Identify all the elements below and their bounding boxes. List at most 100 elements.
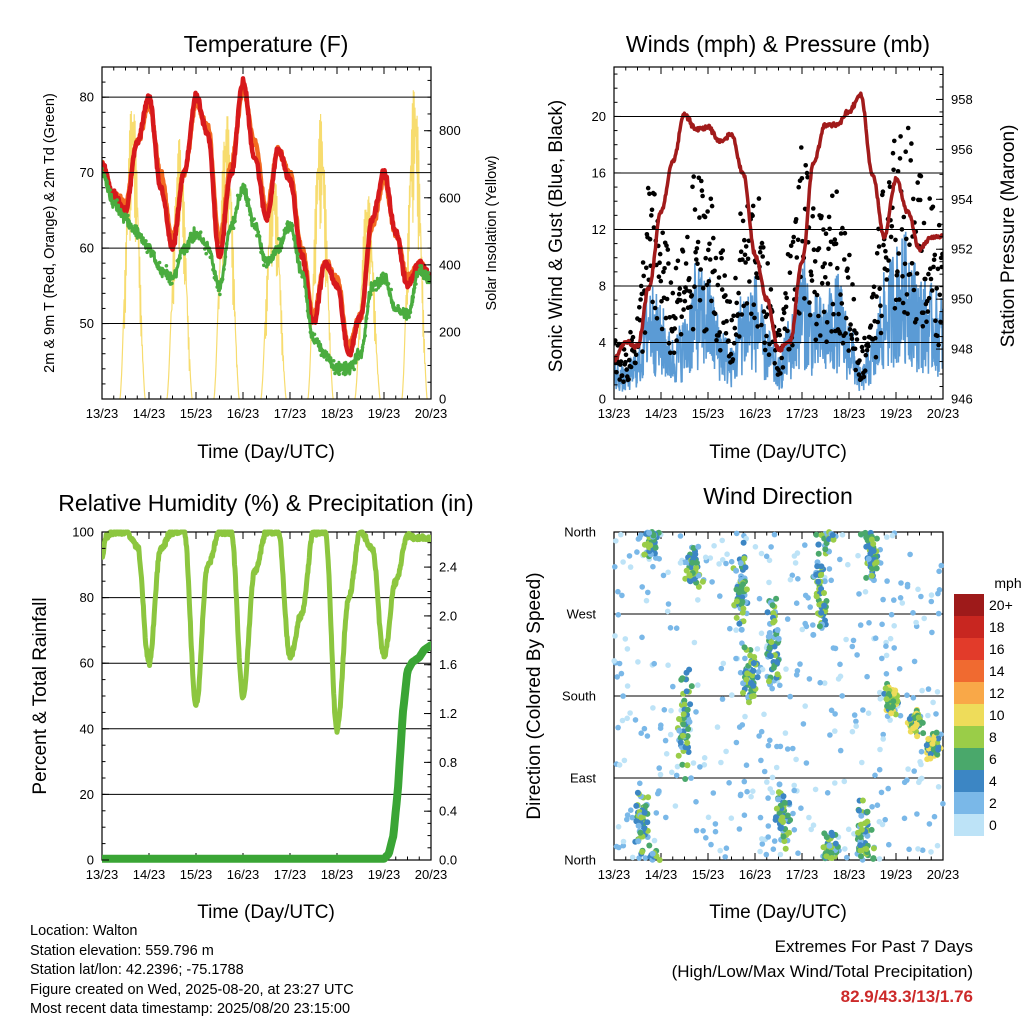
direction-point-cluster-10	[858, 853, 864, 860]
direction-point	[850, 637, 857, 644]
dewpoint-point	[246, 198, 251, 202]
direction-point-cluster-7	[784, 812, 791, 819]
direction-point	[928, 598, 935, 605]
gust-point	[698, 267, 703, 272]
direction-point	[764, 779, 770, 785]
dewpoint-point	[418, 264, 422, 268]
dewpoint-point	[253, 225, 258, 229]
gust-point	[861, 374, 867, 380]
gust-point	[779, 355, 784, 361]
direction-point	[612, 633, 618, 639]
direction-point	[802, 620, 808, 627]
rh-y-tick-label-4: 80	[80, 590, 94, 605]
gust-point	[921, 220, 927, 226]
rh-precip-title: Relative Humidity (%) & Precipitation (i…	[58, 490, 473, 516]
wind-y-tick-label-1: 4	[599, 335, 606, 350]
direction-point-cluster-10	[857, 842, 864, 849]
direction-point	[812, 786, 819, 793]
gust-point	[731, 313, 736, 319]
dewpoint-point	[299, 269, 303, 274]
x-tick-label-6: 19/23	[880, 406, 913, 421]
direction-point	[915, 586, 921, 593]
gust-point	[902, 261, 908, 267]
dewpoint-point	[329, 361, 333, 365]
dewpoint-point	[411, 295, 416, 300]
dewpoint-point	[345, 365, 350, 369]
gust-point	[784, 295, 789, 301]
direction-point-cluster-1	[641, 551, 648, 558]
direction-point-cluster-10	[856, 807, 862, 814]
dewpoint-point	[157, 260, 162, 265]
direction-point-cluster-0	[635, 822, 642, 829]
direction-point	[897, 595, 904, 601]
gust-point	[667, 315, 672, 320]
direction-point	[645, 589, 651, 596]
gust-point	[675, 258, 681, 264]
gust-point	[737, 334, 742, 339]
gust-point	[891, 167, 896, 173]
gust-point	[754, 271, 759, 276]
dewpoint-point	[312, 332, 317, 337]
x-tick-label-1: 14/23	[133, 867, 166, 882]
direction-point	[622, 636, 629, 642]
legend-swatch-1	[954, 616, 984, 638]
direction-point	[921, 615, 927, 622]
gust-point	[871, 291, 876, 297]
direction-point-cluster-8	[813, 571, 820, 578]
direction-point	[616, 844, 622, 851]
dewpoint-point	[323, 352, 328, 357]
gust-point	[624, 367, 629, 372]
direction-point-cluster-4	[733, 598, 740, 605]
legend-swatch-7	[954, 748, 984, 770]
gust-point	[840, 340, 846, 346]
station-info: Location: Walton Station elevation: 559.…	[30, 922, 354, 1020]
dewpoint-point	[109, 197, 114, 202]
dewpoint-point	[396, 304, 400, 308]
gust-point	[833, 241, 839, 247]
solar-y-tick-label-1: 200	[439, 324, 461, 339]
gust-point	[678, 298, 683, 303]
gust-point	[652, 192, 657, 197]
gust-point	[839, 301, 845, 306]
direction-point	[790, 810, 796, 817]
gust-point	[695, 239, 701, 245]
direction-point-cluster-10	[858, 812, 865, 819]
dewpoint-point	[275, 248, 280, 253]
gust-point	[670, 290, 676, 296]
direction-point	[657, 771, 664, 778]
gust-point	[731, 340, 737, 346]
direction-point	[808, 826, 814, 833]
direction-point	[842, 846, 848, 852]
solar-insolation-day-3	[260, 170, 287, 399]
direction-point	[639, 634, 645, 641]
wind-y-tick-label-4: 16	[592, 165, 606, 180]
x-tick-label-2: 15/23	[692, 867, 725, 882]
gust-point	[802, 296, 807, 301]
gust-point	[884, 277, 889, 282]
gust-point	[709, 298, 714, 304]
dewpoint-point	[256, 230, 261, 234]
dewpoint-point	[325, 357, 329, 362]
direction-point-cluster-11	[862, 529, 869, 536]
direction-point-cluster-5	[750, 693, 757, 699]
gust-point	[931, 264, 936, 270]
series-2m-t	[102, 76, 431, 358]
gust-point	[926, 271, 931, 277]
direction-point-cluster-13	[920, 730, 927, 737]
direction-point	[624, 816, 630, 823]
direction-point	[795, 576, 801, 582]
gust-point	[807, 312, 813, 318]
direction-point	[803, 760, 810, 766]
gust-point	[621, 379, 626, 385]
direction-point-cluster-0	[634, 789, 641, 796]
direction-point	[821, 680, 828, 686]
gust-point	[746, 238, 752, 244]
gust-point	[783, 304, 789, 310]
direction-point	[665, 601, 672, 607]
direction-point-cluster-10	[864, 808, 871, 815]
dewpoint-point	[185, 249, 189, 254]
dewpoint-point	[342, 361, 347, 366]
dewpoint-point	[240, 190, 244, 194]
gust-point	[920, 324, 926, 329]
